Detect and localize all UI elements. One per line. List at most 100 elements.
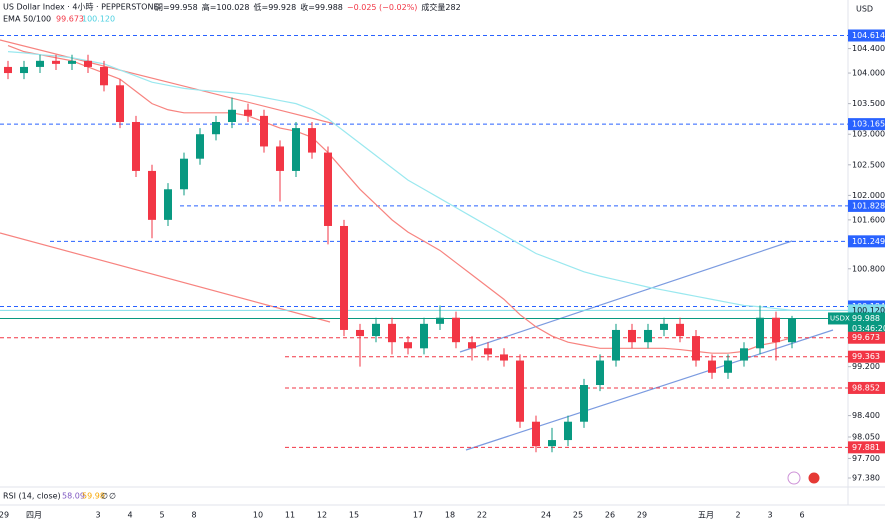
y-tick-label: 102.000 (852, 191, 885, 200)
ohlc: 開=99.958 高=100.028 低=99.928 收=99.988 −0.025 … (155, 2, 461, 12)
candle-body (420, 323, 428, 349)
rsi-label: RSI (14, close) (3, 492, 61, 501)
candle-body (660, 323, 668, 330)
channel-line (459, 240, 793, 353)
candle-body (612, 329, 620, 361)
ema100-value: 100.120 (82, 15, 115, 24)
rsi-value: ∅ (101, 492, 108, 501)
flag-icon[interactable] (807, 471, 821, 485)
ohlc-item: 低=99.928 (254, 2, 297, 12)
trend-line (0, 232, 331, 323)
level-label: 101.828 (852, 201, 885, 210)
level-box (848, 312, 885, 335)
candle-body (52, 60, 60, 64)
level-box (848, 29, 885, 42)
candle-body (292, 128, 300, 171)
level-box (848, 118, 885, 131)
y-tick-label: 97.380 (852, 473, 880, 482)
candle-body (84, 60, 92, 67)
channel-line (465, 329, 834, 451)
level-label: 97.881 (852, 443, 880, 452)
candle-body (484, 348, 492, 355)
candle-body (692, 336, 700, 361)
y-tick-label: 98.400 (852, 411, 880, 420)
candle-body (516, 360, 524, 422)
candle-body (116, 85, 124, 122)
y-tick-label: 101.600 (852, 215, 885, 224)
candle-body (132, 121, 140, 171)
x-tick-label: 12 (317, 511, 327, 520)
candle-body (36, 60, 44, 67)
ohlc-item: 成交量282 (421, 2, 460, 12)
candle-body (404, 342, 412, 349)
level-label: 99.673 (852, 333, 880, 342)
candle-body (548, 440, 556, 447)
candle-body (356, 329, 364, 337)
y-tick-label: 104.400 (852, 44, 885, 53)
countdown: 03:46:20 (852, 324, 885, 333)
candle-body (244, 109, 252, 116)
candle-body (628, 329, 636, 343)
x-tick-label: 29 (637, 511, 647, 520)
candle-body (4, 66, 12, 74)
candle-body (756, 317, 764, 349)
candle-body (644, 329, 652, 343)
indicator: EMA 50/100 (3, 15, 51, 24)
ohlc-item: 高=100.028 (202, 2, 250, 12)
candle-body (180, 158, 188, 190)
candle-body (676, 323, 684, 337)
x-tick-label: 四月 (26, 511, 42, 520)
x-tick-label: 22 (477, 511, 487, 520)
candle-body (340, 225, 348, 330)
candle-body (468, 342, 476, 349)
candle-body (308, 128, 316, 153)
x-tick-label: 4 (127, 511, 132, 520)
candle-body (324, 152, 332, 226)
candle-body (20, 66, 28, 74)
event-icon[interactable] (787, 471, 801, 485)
trend-line (0, 39, 336, 125)
x-tick-label: 3 (767, 511, 772, 520)
level-box (848, 381, 885, 394)
rsi-value: 58.09 (62, 492, 85, 501)
symbol-tag: USDX (830, 314, 850, 322)
candle-body (788, 318, 796, 343)
level-label: 99.363 (852, 352, 880, 361)
ema50-value: 99.673 (56, 15, 84, 24)
y-tick-label: 97.700 (852, 454, 880, 463)
symbol-box (828, 312, 848, 325)
candle-body (532, 421, 540, 447)
x-tick-label: 15 (349, 511, 359, 520)
ohlc-item: 開=99.958 (155, 3, 198, 12)
x-tick-label: 18 (445, 511, 455, 520)
level-label: 99.988 (852, 314, 880, 323)
candle-body (708, 360, 716, 373)
level-label: 100.120 (852, 306, 885, 315)
level-box (848, 199, 885, 212)
currency: USD (856, 5, 873, 14)
candle-body (724, 360, 732, 373)
rsi-value: ∅ (109, 492, 116, 501)
x-tick-label: 6 (799, 511, 804, 520)
x-tick-label: 5 (159, 511, 164, 520)
y-tick-label: 99.200 (852, 362, 880, 371)
candle-body (580, 385, 588, 422)
y-tick-label: 98.050 (852, 433, 880, 442)
x-tick-label: 五月 (698, 511, 714, 520)
candle-body (196, 134, 204, 159)
candle-body (388, 323, 396, 343)
level-label: 104.614 (852, 31, 885, 40)
y-tick-label: 103.500 (852, 99, 885, 108)
candle-body (260, 115, 268, 147)
level-box (848, 331, 885, 344)
candle-body (164, 189, 172, 220)
candle-body (740, 348, 748, 361)
x-tick-label: 10 (253, 511, 263, 520)
level-box (848, 350, 885, 363)
ohlc-item: −0.025 (−0.02%) (347, 3, 418, 12)
candle-body (436, 317, 444, 324)
level-label: 103.165 (852, 120, 885, 129)
candle-body (772, 317, 780, 343)
level-label: 98.852 (852, 383, 880, 392)
